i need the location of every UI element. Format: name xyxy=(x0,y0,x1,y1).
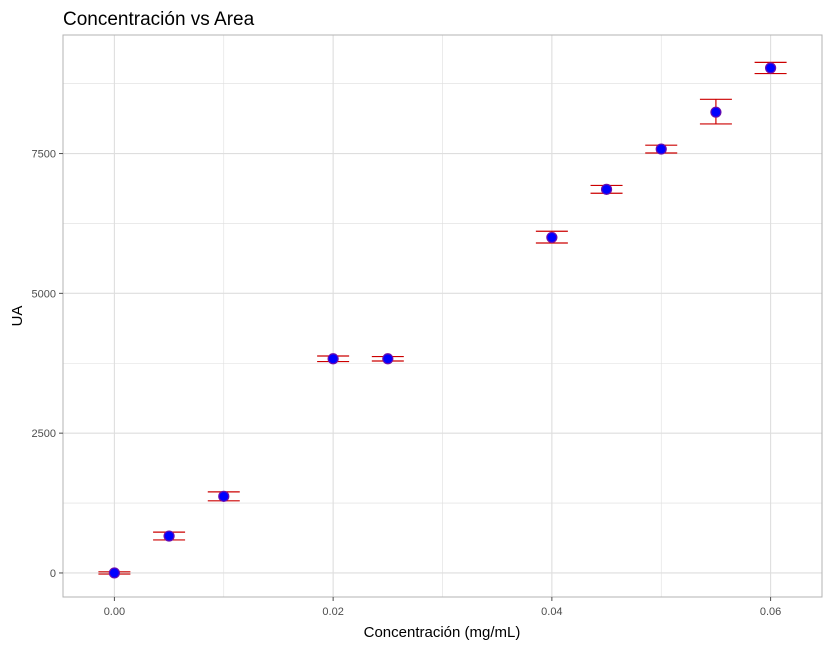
y-axis-title: UA xyxy=(9,306,26,327)
data-point xyxy=(655,143,667,155)
data-point xyxy=(108,567,121,579)
data-point xyxy=(710,106,722,118)
x-tick-label: 0.06 xyxy=(760,606,781,618)
y-tick-label: 5000 xyxy=(32,288,56,300)
data-points xyxy=(108,62,777,579)
x-axis-title: Concentración (mg/mL) xyxy=(364,624,521,641)
major-gridlines xyxy=(63,35,822,597)
y-axis-ticks: 0 2500 5000 7500 xyxy=(32,149,63,580)
data-point xyxy=(382,353,394,365)
x-axis-ticks: 0.00 0.02 0.04 0.06 xyxy=(104,597,781,618)
data-point xyxy=(163,530,175,542)
minor-gridlines xyxy=(63,35,822,597)
data-point xyxy=(764,62,777,74)
data-point xyxy=(600,183,613,195)
y-tick-label: 2500 xyxy=(32,428,56,440)
x-tick-label: 0.04 xyxy=(541,606,562,618)
y-tick-label: 7500 xyxy=(32,149,56,161)
panel-border xyxy=(62,34,823,598)
x-tick-label: 0.00 xyxy=(104,606,125,618)
y-tick-label: 0 xyxy=(50,568,56,580)
data-point xyxy=(218,490,230,502)
data-point xyxy=(327,353,339,365)
data-point xyxy=(546,231,558,244)
chart-title: Concentración vs Area xyxy=(63,9,255,30)
x-tick-label: 0.02 xyxy=(322,606,343,618)
